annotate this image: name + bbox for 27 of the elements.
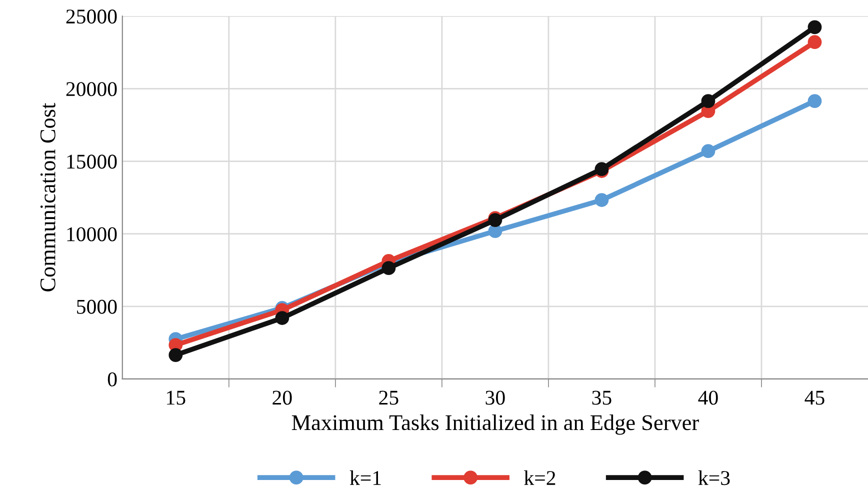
point [808,94,822,108]
point [701,94,716,108]
x-tick-label: 40 [698,390,718,405]
point [275,311,290,325]
legend-label: k=2 [524,470,556,485]
y-tick-label: 5000 [77,300,117,314]
x-tick-label: 30 [486,390,505,405]
y-axis-title: Communication Cost [40,102,56,292]
point [701,144,716,158]
x-tick-label: 25 [379,390,398,405]
point [168,348,183,362]
legend-label: k=3 [698,470,730,486]
point [808,20,822,34]
x-axis-title: Maximum Tasks Initialized in an Edge Server [292,414,699,435]
y-tick-label: 0 [108,372,117,386]
x-tick-label: 15 [167,390,186,405]
legend-label: k=1 [350,470,381,485]
point [382,261,396,276]
y-tick-label: 10000 [67,227,117,242]
y-tick-label: 15000 [67,154,117,169]
point [808,35,822,50]
x-tick-label: 45 [804,390,824,405]
x-tick-label: 20 [272,390,292,405]
x-tick-label: 35 [592,390,612,405]
y-tick-label: 25000 [66,10,117,24]
point [594,193,609,207]
y-tick-label: 20000 [66,82,117,96]
